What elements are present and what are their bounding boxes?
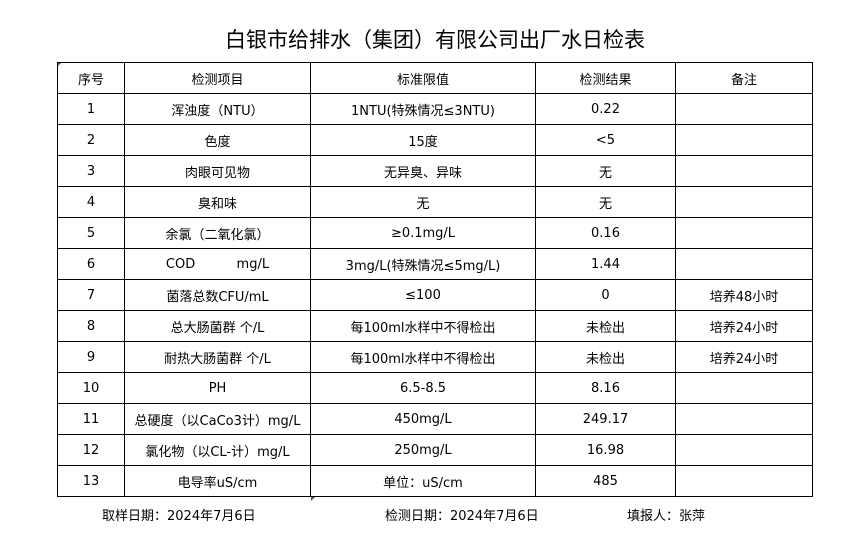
cell-standard: ≥0.1mg/L <box>310 217 536 249</box>
table-row: 4 臭和味无无 <box>57 186 813 218</box>
table-row: 5 余氯（二氧化氯） ≥0.1mg/L 0.16 <box>57 217 813 249</box>
cell-index: 12 <box>57 434 125 466</box>
cell-item: 菌落总数CFU/mL <box>124 279 311 311</box>
header-item: 检测项目 <box>124 62 311 94</box>
cell-index: 6 <box>57 248 125 280</box>
cell-item: 色度 <box>124 124 311 156</box>
cell-index: 7 <box>57 279 125 311</box>
table-row: 6 COD mg/L 3mg/L(特殊情况≤5mg/L) 1.44 <box>57 248 813 280</box>
cell-standard: 无异臭、异味 <box>310 155 536 187</box>
table-row: 3 肉眼可见物 无异臭、异味无 <box>57 155 813 187</box>
sampling-date: 取样日期：2024年7月6日 <box>102 509 256 524</box>
cell-index: 3 <box>57 155 125 187</box>
cell-item: 总硬度（以CaCo3计）mg/L <box>124 403 311 435</box>
cell-remark <box>675 93 813 125</box>
cell-remark <box>675 434 813 466</box>
cell-index: 1 <box>57 93 125 125</box>
cell-remark: 培养48小时 <box>675 279 813 311</box>
cell-result: 0 <box>535 279 676 311</box>
cell-result: 0.16 <box>535 217 676 249</box>
cell-standard: 250mg/L <box>310 434 536 466</box>
cell-index: 4 <box>57 186 125 218</box>
cell-standard: 6.5-8.5 <box>310 372 536 404</box>
table-row: 7 菌落总数CFU/mL ≤100 0 培养48小时 <box>57 279 813 311</box>
cell-standard: 无 <box>310 186 536 218</box>
cell-result: 485 <box>535 465 676 497</box>
cell-result: 249.17 <box>535 403 676 435</box>
table-row: 1 浑浊度（NTU） 1NTU(特殊情况≤3NTU) 0.22 <box>57 93 813 125</box>
cell-standard: 450mg/L <box>310 403 536 435</box>
cell-item: 肉眼可见物 <box>124 155 311 187</box>
cell-item: 总大肠菌群 个/L <box>124 310 311 342</box>
page-title: 白银市给排水（集团）有限公司出厂水日检表 <box>225 28 645 52</box>
cell-result: 无 <box>535 155 676 187</box>
cell-standard: ≤100 <box>310 279 536 311</box>
cell-item: 耐热大肠菌群 个/L <box>124 341 311 373</box>
cell-standard: 每100ml水样中不得检出 <box>310 341 536 373</box>
cell-remark: 培养24小时 <box>675 310 813 342</box>
table-row: 11 总硬度（以CaCo3计）mg/L 450mg/L 249.17 <box>57 403 813 435</box>
cell-comment-marker <box>311 496 316 501</box>
cell-result: 未检出 <box>535 310 676 342</box>
header-result: 检测结果 <box>535 62 676 94</box>
reporter: 填报人：张萍 <box>627 509 706 524</box>
cell-remark <box>675 465 813 497</box>
cell-index: 11 <box>57 403 125 435</box>
cell-standard: 15度 <box>310 124 536 156</box>
cell-remark <box>675 403 813 435</box>
cell-result: 8.16 <box>535 372 676 404</box>
table-row: 8 总大肠菌群 个/L 每100ml水样中不得检出 未检出 培养24小时 <box>57 310 813 342</box>
cell-index: 9 <box>57 341 125 373</box>
cell-remark <box>675 186 813 218</box>
cell-result: 未检出 <box>535 341 676 373</box>
cell-item: 电导率uS/cm <box>124 465 311 497</box>
header-row: 序号 检测项目 标准限值 检测结果 备注 <box>57 62 813 94</box>
cell-index: 10 <box>57 372 125 404</box>
cell-remark <box>675 372 813 404</box>
inspection-table: 序号 检测项目 标准限值 检测结果 备注 1 浑浊度（NTU） 1NTU(特殊情况≤3NTU)… <box>57 62 813 497</box>
cell-result: 0.22 <box>535 93 676 125</box>
cell-standard: 每100ml水样中不得检出 <box>310 310 536 342</box>
cell-remark <box>675 124 813 156</box>
cell-standard: 3mg/L(特殊情况≤5mg/L) <box>310 248 536 280</box>
table-row: 2 色度 15度 <5 <box>57 124 813 156</box>
cell-remark <box>675 217 813 249</box>
cell-result: 无 <box>535 186 676 218</box>
table-row: 10 PH 6.5-8.5 8.16 <box>57 372 813 404</box>
cell-standard: 1NTU(特殊情况≤3NTU) <box>310 93 536 125</box>
cell-remark: 培养24小时 <box>675 341 813 373</box>
cell-item: 浑浊度（NTU） <box>124 93 311 125</box>
cell-item: 氯化物（以CL-计）mg/L <box>124 434 311 466</box>
cell-result: 1.44 <box>535 248 676 280</box>
header-remark: 备注 <box>675 62 813 94</box>
table-row: 9 耐热大肠菌群 个/L 每100ml水样中不得检出 未检出 培养24小时 <box>57 341 813 373</box>
cell-item: 臭和味 <box>124 186 311 218</box>
cell-result: 16.98 <box>535 434 676 466</box>
cell-index: 5 <box>57 217 125 249</box>
cell-remark <box>675 155 813 187</box>
cell-index: 8 <box>57 310 125 342</box>
cell-item: COD mg/L <box>124 248 311 280</box>
cell-item: PH <box>124 372 311 404</box>
cell-remark <box>675 248 813 280</box>
cell-index: 13 <box>57 465 125 497</box>
table-row: 12 氯化物（以CL-计）mg/L 250mg/L 16.98 <box>57 434 813 466</box>
cell-standard: 单位：uS/cm <box>310 465 536 497</box>
test-date: 检测日期：2024年7月6日 <box>385 509 539 524</box>
cell-item: 余氯（二氧化氯） <box>124 217 311 249</box>
cell-result: <5 <box>535 124 676 156</box>
table-row: 13 电导率uS/cm 单位：uS/cm 485 <box>57 465 813 497</box>
cell-index: 2 <box>57 124 125 156</box>
header-index: 序号 <box>57 62 125 94</box>
header-standard: 标准限值 <box>310 62 536 94</box>
